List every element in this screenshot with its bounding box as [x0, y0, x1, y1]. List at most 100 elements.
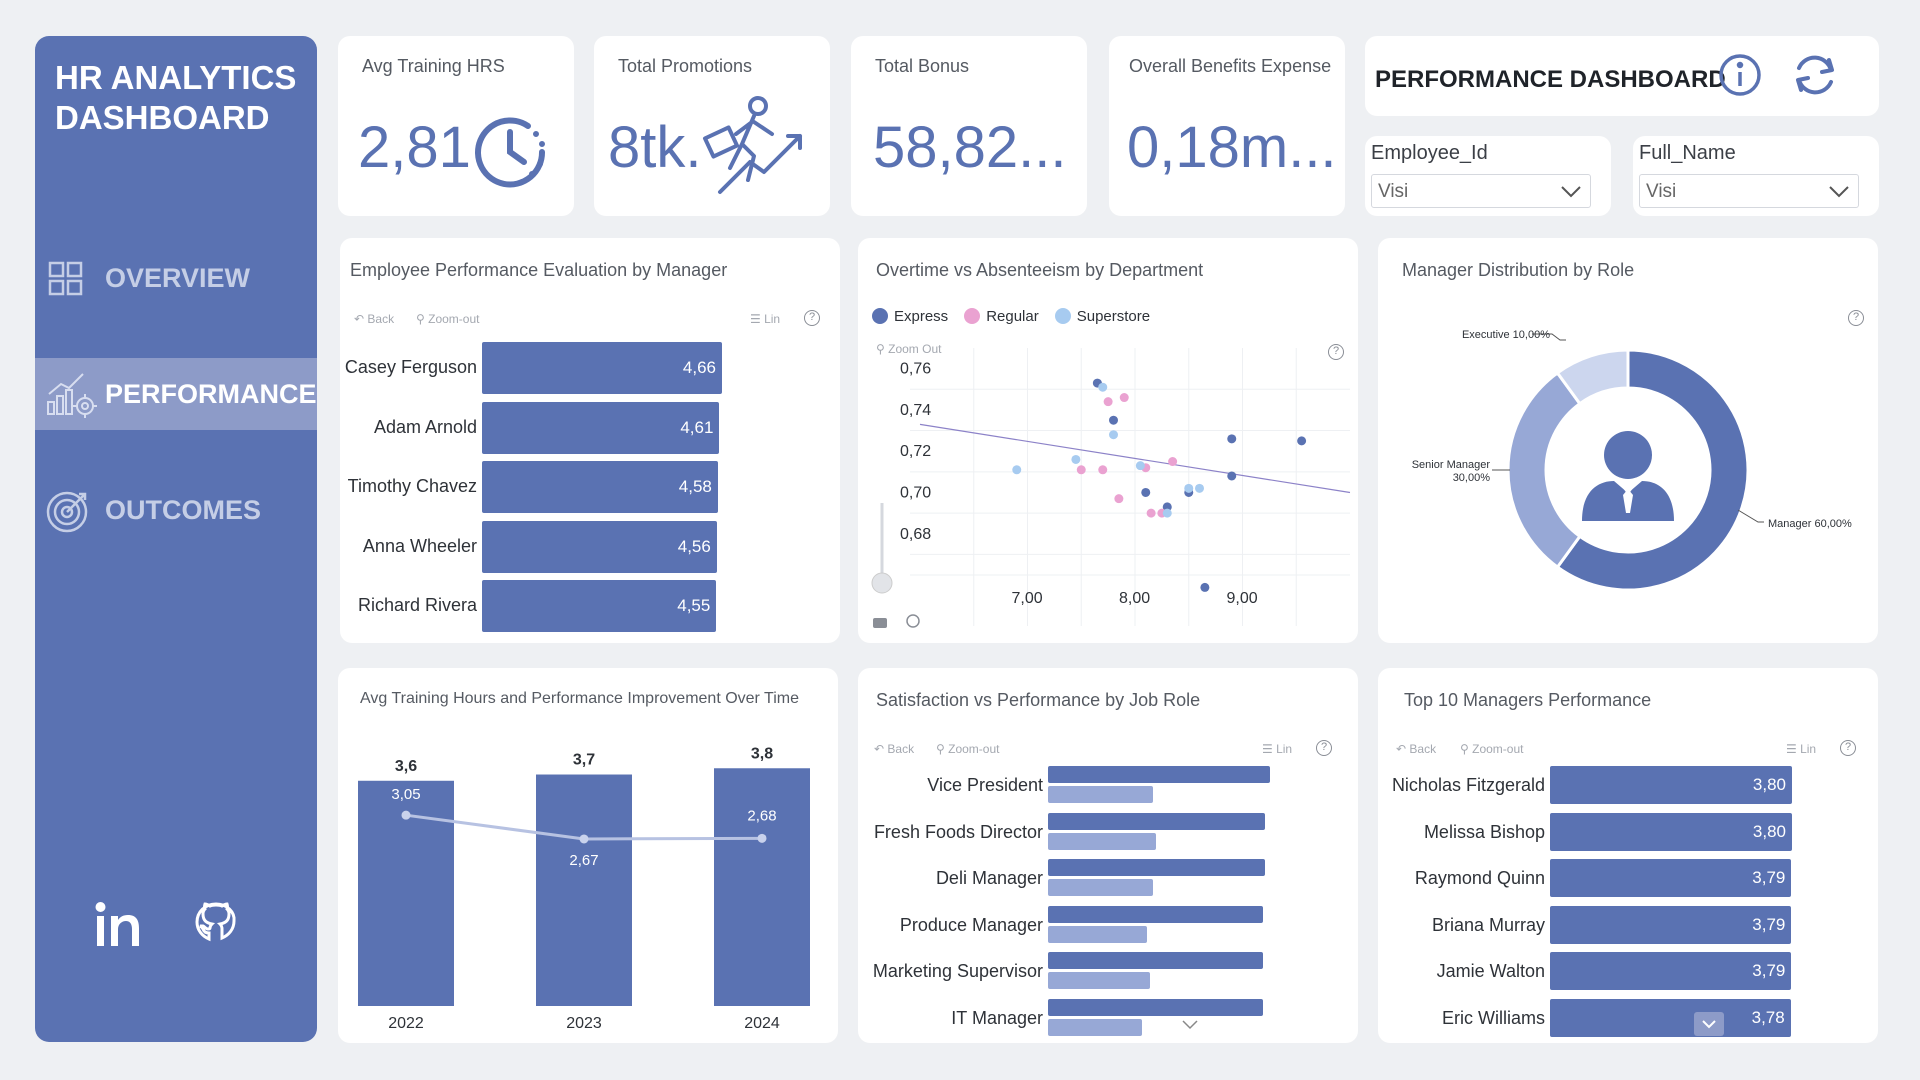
- bar-series-1[interactable]: [1048, 998, 1264, 1016]
- zoom-out-button[interactable]: ⚲ Zoom-out: [936, 742, 1000, 756]
- help-icon[interactable]: ?: [1328, 344, 1344, 360]
- bar[interactable]: 4,61: [482, 401, 720, 454]
- bar-value-label: 3,6: [395, 758, 417, 775]
- legend-label: Regular: [986, 308, 1039, 325]
- data-point: [1227, 471, 1237, 481]
- y-tick-label: 0,68: [900, 526, 931, 543]
- zoom-out-button[interactable]: ⚲ Zoom-out: [1460, 742, 1524, 756]
- nav-performance-label: PERFORMANCE: [105, 378, 317, 409]
- lin-toggle[interactable]: ☰ Lin: [750, 312, 781, 326]
- bar-value-label: 3,7: [573, 752, 595, 769]
- help-icon[interactable]: ?: [1840, 740, 1856, 756]
- bar[interactable]: [714, 768, 810, 1006]
- bar[interactable]: 4,55: [482, 580, 717, 632]
- bar[interactable]: 4,66: [482, 342, 722, 394]
- data-point: [1184, 483, 1194, 493]
- linkedin-icon[interactable]: [93, 900, 147, 950]
- kpi-total-bonus-card: Total Bonus 58,82...: [851, 36, 1087, 216]
- data-point: [1227, 434, 1237, 444]
- bar-series-1[interactable]: [1048, 812, 1266, 830]
- donut-slice[interactable]: [1555, 348, 1630, 406]
- legend-item[interactable]: Superstore: [1054, 308, 1151, 325]
- help-icon[interactable]: ?: [804, 310, 820, 326]
- zoom-slider-handle[interactable]: [871, 572, 893, 594]
- back-button[interactable]: ↶ Back: [874, 742, 915, 756]
- slice-label: Senior Manager: [1412, 459, 1491, 471]
- donut-slice[interactable]: [1506, 370, 1582, 570]
- employee-id-dropdown[interactable]: Visi: [1371, 174, 1591, 208]
- info-icon[interactable]: [1717, 52, 1763, 98]
- bar-label: Anna Wheeler: [362, 535, 477, 556]
- bar[interactable]: 3,79: [1550, 952, 1792, 990]
- legend-item[interactable]: Express: [872, 308, 948, 325]
- data-point: [1098, 382, 1108, 392]
- chart-title: Employee Performance Evaluation by Manag…: [350, 260, 728, 280]
- data-point: [1168, 457, 1178, 467]
- bar[interactable]: 3,79: [1550, 905, 1792, 944]
- bar[interactable]: 4,58: [482, 461, 718, 513]
- data-point: [1119, 393, 1129, 403]
- back-button[interactable]: ↶ Back: [354, 312, 395, 326]
- back-button[interactable]: ↶ Back: [1396, 742, 1437, 756]
- bar-series-2[interactable]: [1048, 832, 1157, 850]
- bar-series-2[interactable]: [1048, 786, 1154, 803]
- bar-series-1[interactable]: [1048, 766, 1271, 783]
- overtime-absenteeism-chart: Overtime vs Absenteeism by Department Ex…: [858, 238, 1358, 643]
- x-tick-label: 2023: [566, 1015, 602, 1032]
- nav-overview[interactable]: OVERVIEW: [35, 242, 317, 314]
- y-tick-label: 0,72: [900, 443, 931, 460]
- legend-marker: [1054, 308, 1071, 324]
- kpi-label: Total Bonus: [875, 56, 970, 76]
- bar[interactable]: 3,79: [1550, 859, 1792, 897]
- lin-toggle[interactable]: ☰ Lin: [1786, 742, 1817, 756]
- data-point: [1103, 397, 1113, 407]
- nav-performance[interactable]: PERFORMANCE: [35, 358, 317, 430]
- data-point: [1141, 487, 1151, 497]
- scroll-down-button[interactable]: [1694, 1012, 1724, 1036]
- help-icon[interactable]: ?: [1316, 740, 1332, 756]
- slice-label: Executive 10,00%: [1462, 329, 1550, 341]
- slice-label: 30,00%: [1453, 472, 1491, 484]
- bar-series-2[interactable]: [1048, 879, 1154, 896]
- line-point: [579, 834, 589, 844]
- nav-outcomes[interactable]: OUTCOMES: [35, 474, 317, 546]
- bar[interactable]: [536, 774, 632, 1006]
- lin-toggle[interactable]: ☰ Lin: [1262, 742, 1293, 756]
- data-point: [1109, 430, 1118, 440]
- bar[interactable]: 3,80: [1550, 812, 1792, 851]
- donut-slice[interactable]: [1555, 348, 1750, 592]
- legend-label: Superstore: [1076, 308, 1151, 325]
- camera-icon: [873, 618, 887, 628]
- bar-label: Deli Manager: [935, 868, 1043, 888]
- bar-series-2[interactable]: [1048, 972, 1151, 989]
- data-point: [1162, 502, 1172, 512]
- bar-label: Jamie Walton: [1436, 961, 1545, 981]
- help-icon[interactable]: ?: [1848, 310, 1864, 326]
- bar[interactable]: 3,78: [1550, 998, 1791, 1037]
- kpi-value: 58,82...: [873, 115, 1067, 180]
- bar-series-1[interactable]: [1048, 859, 1266, 876]
- bar-series-1[interactable]: [1048, 905, 1264, 923]
- x-tick-label: 9,00: [1227, 590, 1258, 607]
- nav-outcomes-label: OUTCOMES: [105, 494, 262, 525]
- zoom-out-button[interactable]: ⚲ Zoom Out: [876, 342, 942, 356]
- employee-performance-chart: Employee Performance Evaluation by Manag…: [340, 238, 840, 643]
- refresh-icon[interactable]: [1789, 52, 1841, 98]
- full-name-dropdown[interactable]: Visi: [1639, 174, 1859, 208]
- bar[interactable]: 3,80: [1550, 766, 1792, 804]
- bar-series-1[interactable]: [1048, 952, 1264, 969]
- bar-series-2[interactable]: [1048, 925, 1148, 943]
- chevron-down-icon[interactable]: [1180, 1018, 1200, 1032]
- line-value-label: 2,67: [569, 852, 598, 869]
- scatter-plot[interactable]: 0,76 0,74 0,72 0,70 0,68 7,00 8,00 9,00: [858, 238, 1358, 643]
- chevron-down-icon: [1561, 186, 1581, 198]
- zoom-out-button[interactable]: ⚲ Zoom-out: [416, 312, 480, 326]
- combo-chart[interactable]: 3,6 2022 3,7 2023 3,8 2024 3,05 2,67 2,68: [338, 668, 838, 1043]
- github-icon[interactable]: [193, 900, 239, 950]
- bar-series-2[interactable]: [1048, 1018, 1142, 1036]
- line-value-label: 2,68: [747, 807, 776, 824]
- bar-label: Vice President: [927, 775, 1043, 795]
- legend-item[interactable]: Regular: [964, 308, 1039, 325]
- bar[interactable]: 4,56: [482, 520, 717, 573]
